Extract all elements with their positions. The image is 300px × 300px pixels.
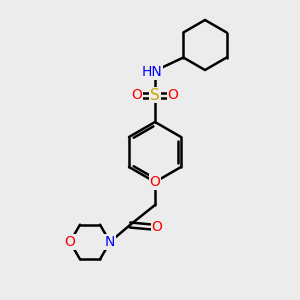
- Text: O: O: [168, 88, 178, 102]
- Text: N: N: [105, 235, 115, 249]
- Text: O: O: [64, 235, 75, 249]
- Text: O: O: [150, 175, 160, 189]
- Text: O: O: [152, 220, 162, 234]
- Text: O: O: [132, 88, 142, 102]
- Text: S: S: [150, 88, 160, 103]
- Text: HN: HN: [142, 65, 162, 79]
